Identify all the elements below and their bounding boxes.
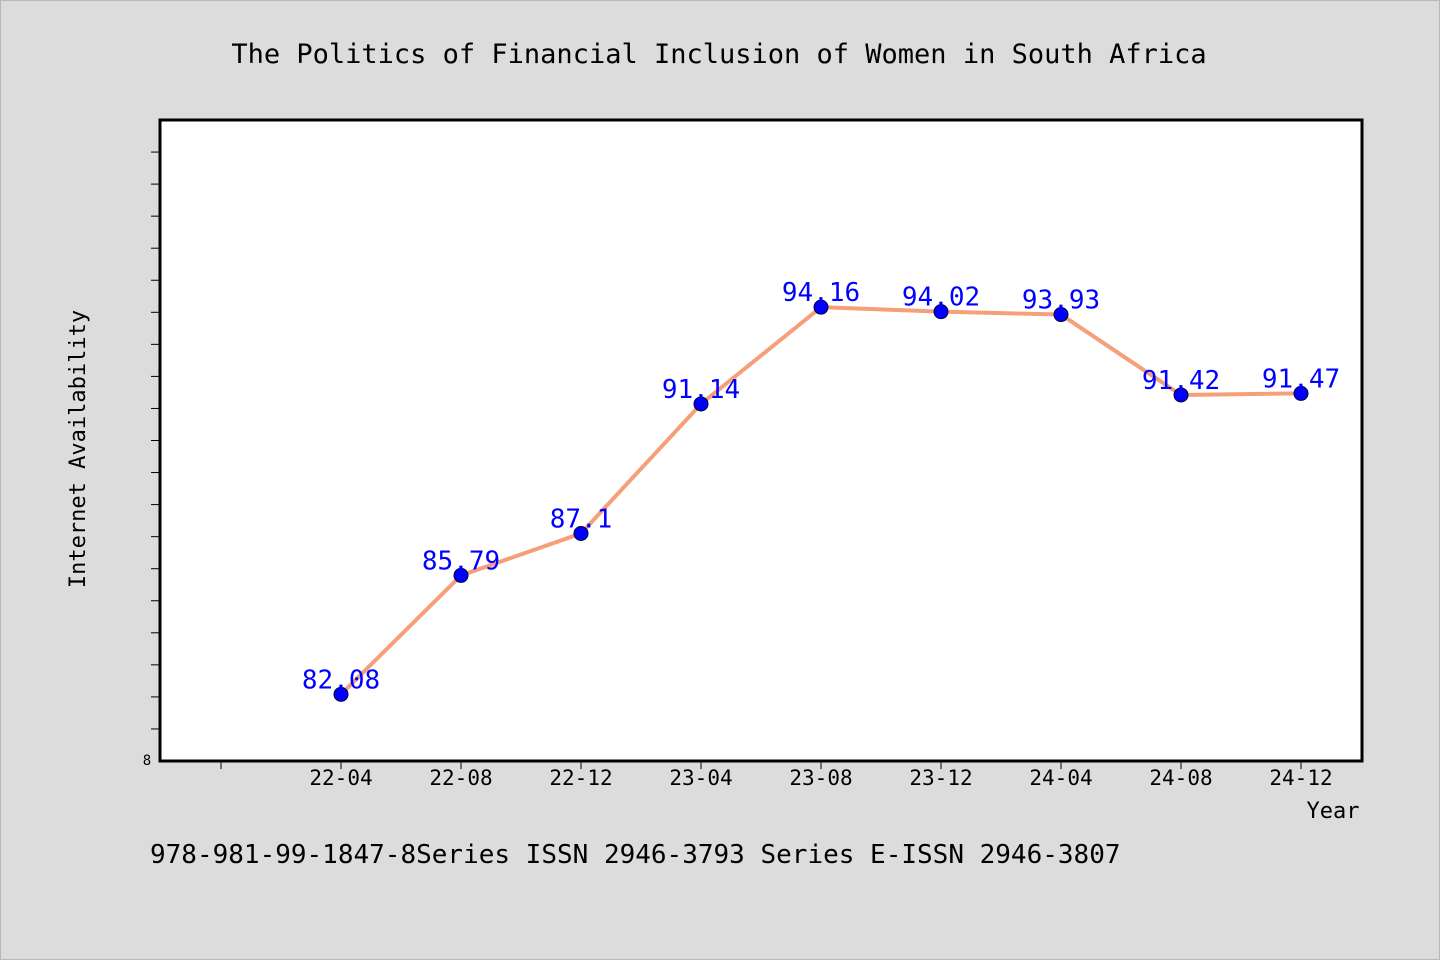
footer-text: 978-981-99-1847-8Series ISSN 2946-3793 S…	[150, 840, 1121, 870]
data-label: 91.14	[662, 375, 740, 405]
x-tick-label: 22-04	[309, 766, 372, 790]
data-point	[693, 396, 709, 412]
x-tick-label: 22-12	[549, 766, 612, 790]
x-axis-label: Year	[1307, 799, 1360, 824]
x-tick-label: 23-12	[909, 766, 972, 790]
data-label: 91.42	[1142, 366, 1220, 396]
data-point	[1053, 307, 1069, 323]
x-tick-label: 23-08	[789, 766, 852, 790]
data-point	[1293, 385, 1309, 401]
data-label: 91.47	[1262, 364, 1340, 394]
x-tick-label: 24-08	[1149, 766, 1212, 790]
x-tick-label: 23-04	[669, 766, 732, 790]
x-tick-label: 22-08	[429, 766, 492, 790]
plot-area	[158, 118, 1364, 763]
data-label: 87.1	[550, 504, 613, 534]
data-point	[813, 299, 829, 315]
chart-title: The Politics of Financial Inclusion of W…	[231, 39, 1206, 70]
y-axis-label: Internet Availability	[66, 310, 91, 588]
y-axis-ticks	[151, 151, 160, 730]
data-point	[1173, 387, 1189, 403]
x-tick-label: 24-12	[1269, 766, 1332, 790]
x-tick-label: 24-04	[1029, 766, 1092, 790]
data-point	[333, 686, 349, 702]
x-axis-ticks: 22-04 22-08 22-12 23-04 23-08 23-12 24-04 24-08…	[220, 761, 1333, 790]
data-label: 93.93	[1022, 286, 1100, 316]
data-label: 85.79	[422, 546, 500, 576]
data-point	[573, 525, 589, 541]
data-label: 94.16	[782, 278, 860, 308]
series-layer: 82.08 85.79 87.1 91.14 94.16 94.02 93.93 91.42 9…	[302, 278, 1340, 702]
data-label: 82.08	[302, 665, 380, 695]
y-origin-label: 8	[143, 753, 151, 769]
data-label: 94.02	[902, 283, 980, 313]
data-point	[453, 567, 469, 583]
data-point	[933, 304, 949, 320]
